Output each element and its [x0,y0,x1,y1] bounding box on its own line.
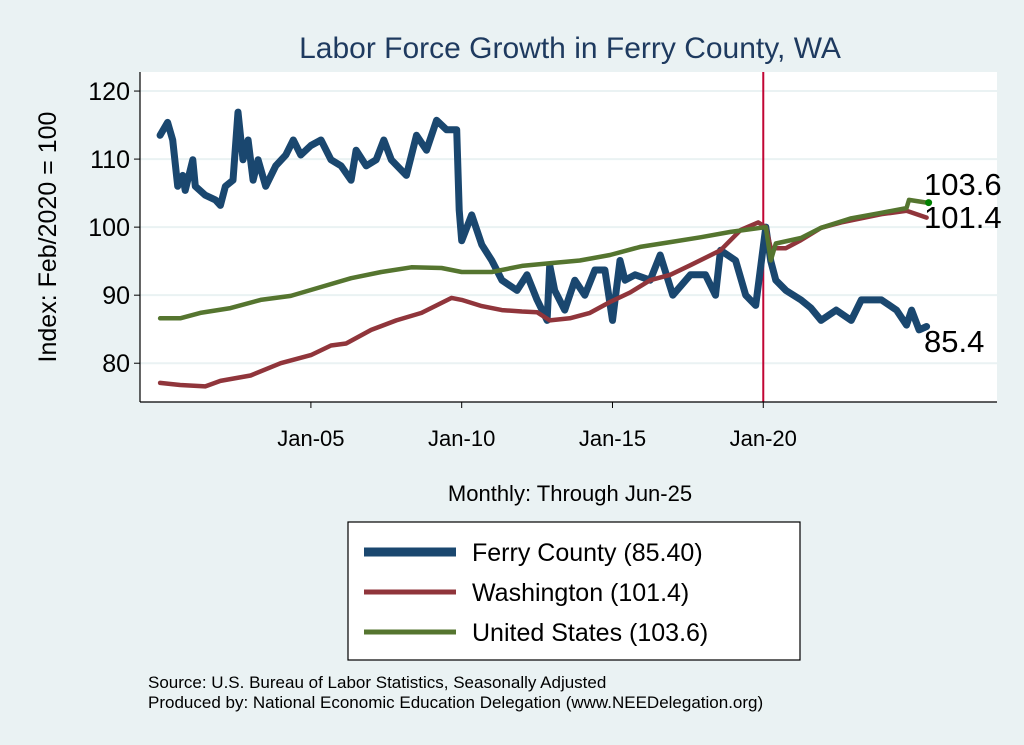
series-line-1 [157,208,929,389]
x-tick-label: Jan-20 [730,426,797,451]
legend-label: Washington (101.4) [472,579,689,607]
end-label: 103.6 [924,167,1002,202]
legend-label: Ferry County (85.40) [472,539,703,567]
x-tick-label: Jan-10 [428,426,495,451]
series-line-2 [157,197,929,321]
x-tick-label: Jan-05 [277,426,344,451]
x-axis-label: Monthly: Through Jun-25 [448,481,692,506]
y-tick-label: 100 [88,214,130,242]
y-tick-label: 90 [102,282,130,310]
us-end-marker [925,199,933,207]
y-tick-label: 110 [90,146,130,174]
legend-label: United States (103.6) [472,619,708,647]
chart-title: Labor Force Growth in Ferry County, WA [299,32,841,65]
y-tick-label: 120 [88,78,130,106]
end-label: 101.4 [924,200,1002,235]
y-axis-label: Index: Feb/2020 = 100 [34,112,62,363]
x-tick-label: Jan-15 [579,426,646,451]
plot-area [140,72,997,402]
produced-by-note: Produced by: National Economic Education… [148,693,763,712]
y-tick-label: 80 [102,350,130,378]
source-note: Source: U.S. Bureau of Labor Statistics,… [148,673,606,692]
end-label: 85.4 [924,324,984,359]
